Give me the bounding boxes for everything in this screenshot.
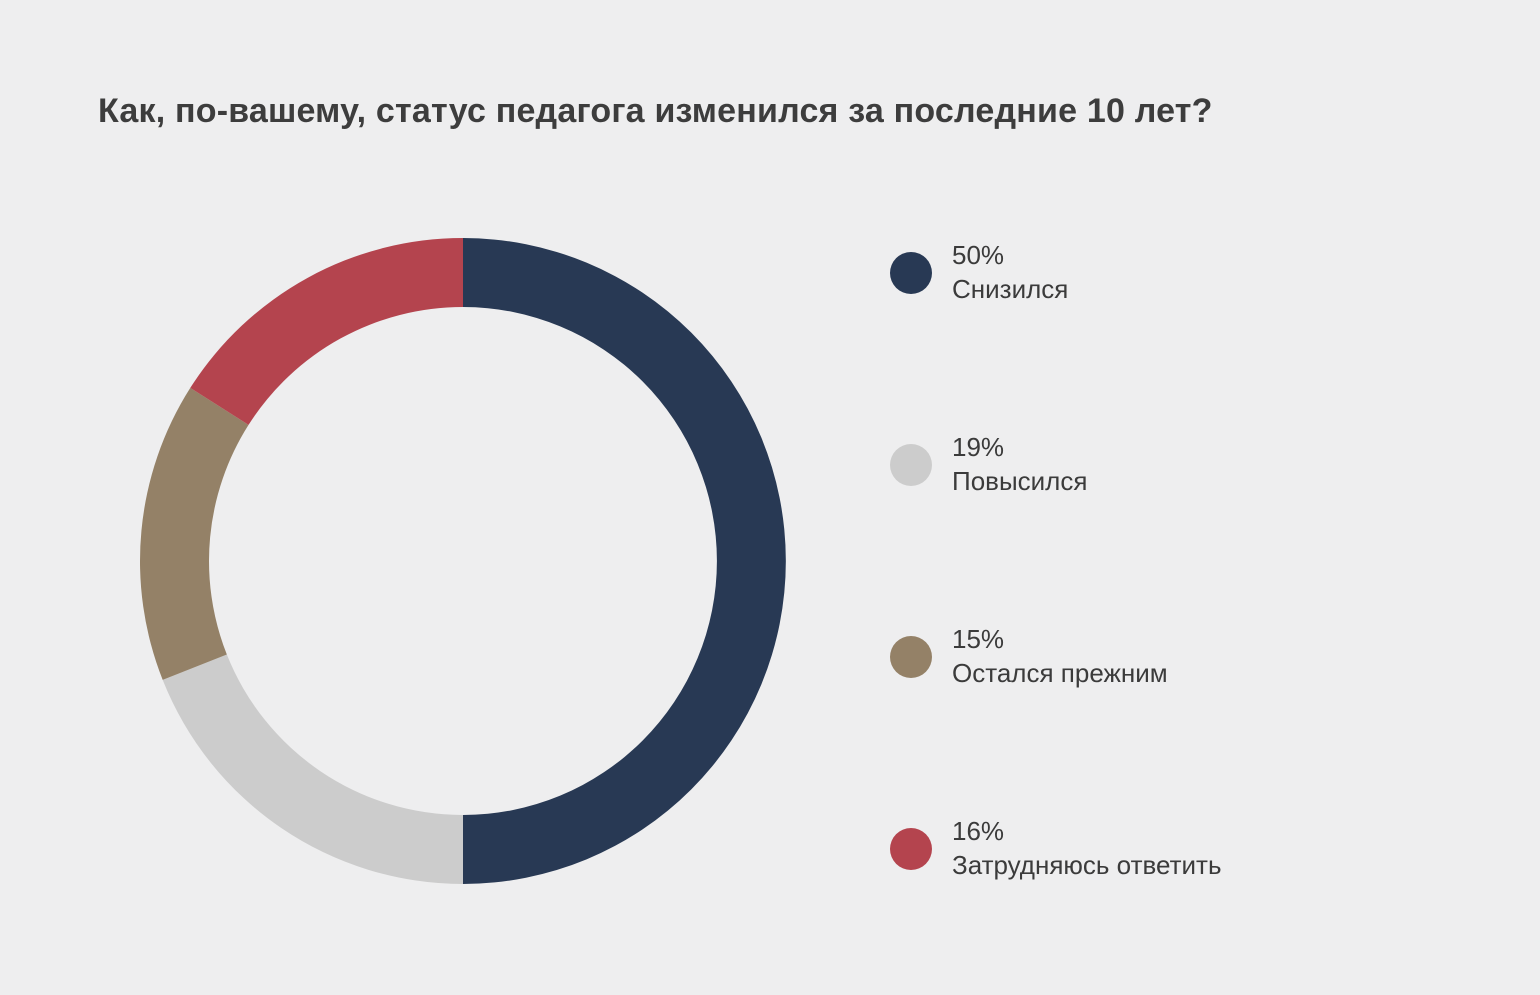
legend-item-undecided: 16% Затрудняюсь ответить bbox=[890, 814, 1490, 894]
legend-value: 19% bbox=[952, 432, 1005, 462]
legend-label: Снизился bbox=[952, 274, 1069, 304]
legend-label: Остался прежним bbox=[952, 658, 1168, 688]
legend-item-increased: 19% Повысился bbox=[890, 430, 1490, 510]
slice-decreased bbox=[463, 238, 786, 884]
chart-title: Как, по-вашему, статус педагога изменилс… bbox=[98, 92, 1213, 130]
legend-swatch bbox=[890, 252, 932, 294]
slice-unchanged bbox=[140, 387, 249, 680]
legend-swatch bbox=[890, 828, 932, 870]
legend-label: Затрудняюсь ответить bbox=[952, 850, 1222, 880]
legend-item-unchanged: 15% Остался прежним bbox=[890, 622, 1490, 702]
legend-label: Повысился bbox=[952, 466, 1088, 496]
donut-slices bbox=[140, 238, 786, 884]
legend-value: 50% bbox=[952, 240, 1005, 270]
legend-swatch bbox=[890, 444, 932, 486]
slice-undecided bbox=[190, 238, 463, 425]
legend-value: 16% bbox=[952, 816, 1005, 846]
slice-increased bbox=[162, 654, 463, 884]
legend-item-decreased: 50% Снизился bbox=[890, 238, 1490, 318]
legend-swatch bbox=[890, 636, 932, 678]
legend-value: 15% bbox=[952, 624, 1005, 654]
